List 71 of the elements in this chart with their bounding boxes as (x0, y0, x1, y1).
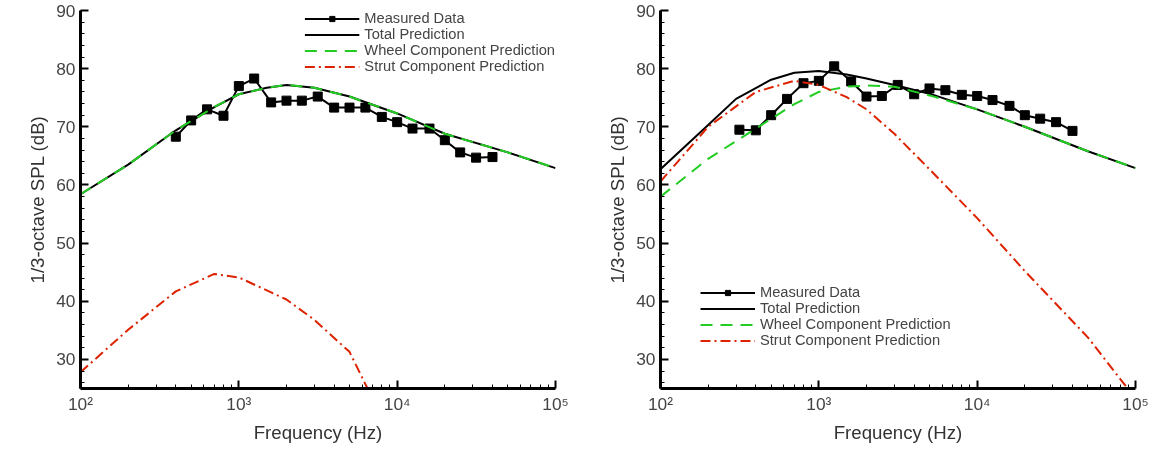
x-tick-label: 10⁵ (542, 393, 569, 414)
y-tick-label: 70 (56, 116, 76, 137)
point (266, 97, 277, 108)
point (281, 95, 292, 106)
x-tick-label: 10⁴ (963, 393, 991, 414)
legend-label: Total Prediction (364, 26, 465, 42)
point (392, 117, 403, 128)
point (329, 102, 340, 113)
legend-label: Strut Component Prediction (364, 58, 545, 74)
legend-label: Measured Data (364, 10, 465, 26)
y-tick-label: 60 (636, 174, 656, 195)
point (924, 83, 935, 94)
point (439, 135, 450, 146)
point (296, 95, 307, 106)
point (750, 125, 761, 136)
x-tick-label: 10⁴ (383, 393, 411, 414)
point (407, 123, 418, 134)
point (956, 89, 967, 100)
y-axis-title: 1/3-octave SPL (dB) (607, 116, 629, 284)
x-axis-title: Frequency (Hz) (253, 421, 383, 443)
y-tick-label: 40 (636, 291, 656, 312)
y-tick-label: 50 (636, 233, 656, 254)
point (455, 147, 466, 158)
point (170, 131, 181, 142)
point (766, 110, 777, 121)
y-tick-label: 90 (56, 0, 76, 21)
point (987, 95, 998, 106)
point (1019, 110, 1030, 121)
legend-label: Total Prediction (760, 300, 861, 316)
y-tick-label: 60 (56, 174, 76, 195)
legend-label: Strut Component Prediction (760, 332, 941, 348)
point (233, 81, 244, 92)
x-tick-label: 10⁵ (1122, 393, 1149, 414)
x-tick-label: 10³ (226, 393, 252, 414)
point (1004, 100, 1015, 111)
point (376, 111, 387, 122)
point (487, 152, 498, 163)
y-tick-label: 40 (56, 291, 76, 312)
point (876, 90, 887, 101)
point (846, 76, 857, 87)
point (940, 85, 951, 96)
point (972, 90, 983, 101)
point (249, 73, 260, 84)
x-axis-title: Frequency (Hz) (833, 421, 963, 443)
y-tick-label: 90 (636, 0, 656, 21)
y-tick-label: 50 (56, 233, 76, 254)
point (344, 102, 355, 113)
point (312, 91, 323, 102)
point (1035, 113, 1046, 124)
y-tick-label: 30 (636, 349, 656, 370)
point (360, 102, 371, 113)
y-tick-label: 70 (636, 116, 656, 137)
point (734, 124, 745, 135)
point (218, 110, 229, 121)
point (829, 61, 840, 72)
legend-label: Wheel Component Prediction (760, 316, 951, 332)
point (1067, 125, 1078, 136)
legend-label: Measured Data (760, 284, 861, 300)
legend-label: Wheel Component Prediction (364, 42, 555, 58)
point (861, 91, 872, 102)
x-tick-label: 10³ (806, 393, 832, 414)
y-tick-label: 80 (56, 58, 76, 79)
y-axis-title: 1/3-octave SPL (dB) (27, 116, 49, 284)
y-tick-label: 80 (636, 58, 656, 79)
x-tick-label: 10² (67, 393, 94, 414)
y-tick-label: 30 (56, 349, 76, 370)
point (813, 75, 824, 86)
point (782, 93, 793, 104)
point (471, 152, 482, 163)
x-tick-label: 10² (647, 393, 674, 414)
point (1051, 117, 1062, 128)
